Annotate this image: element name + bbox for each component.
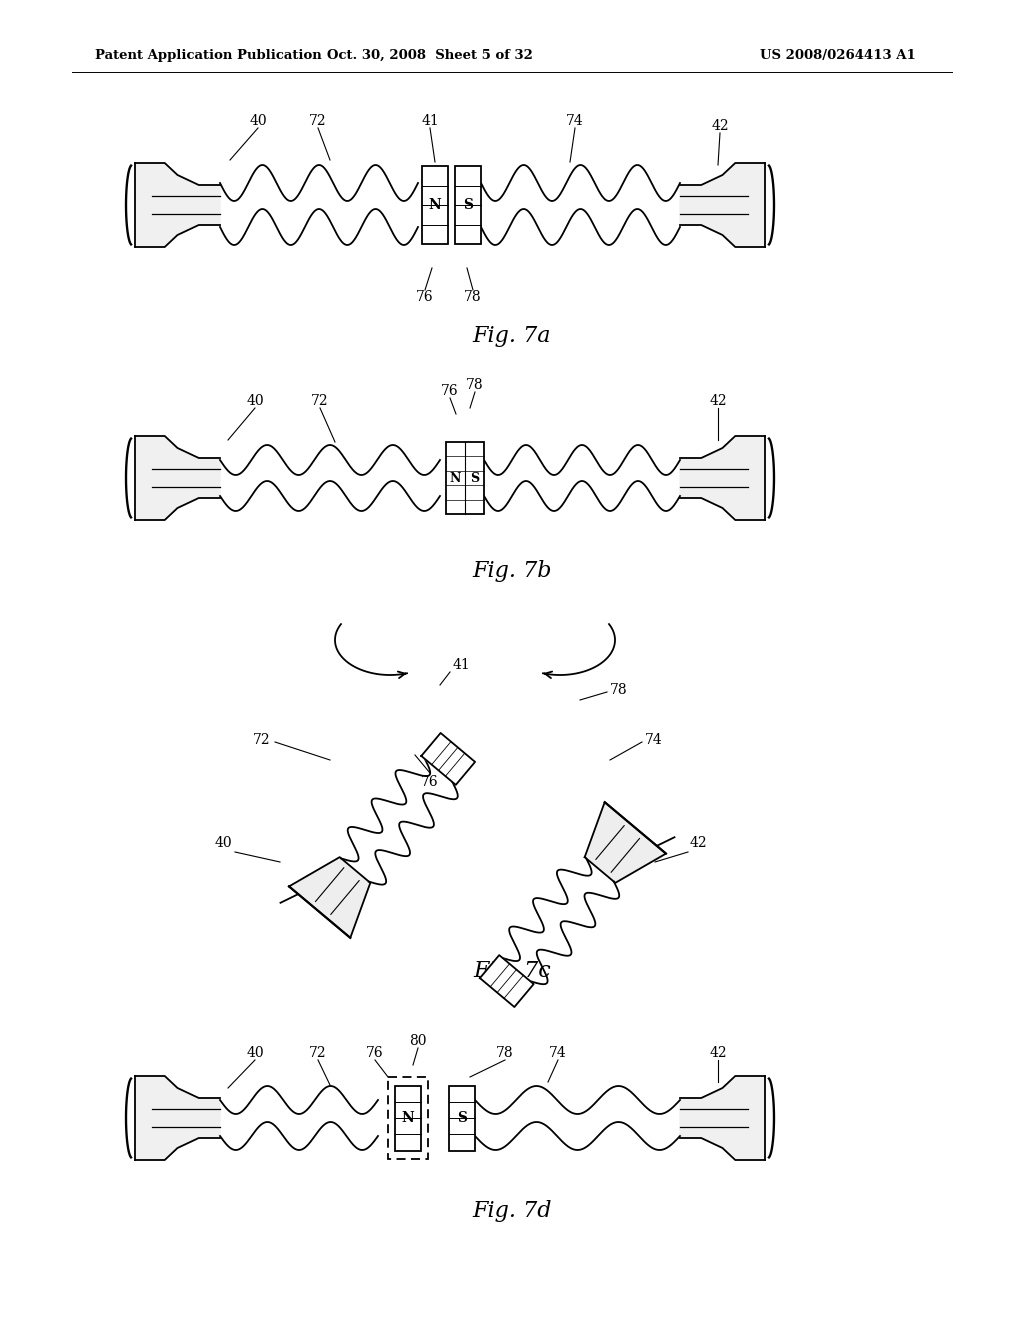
Text: 72: 72 xyxy=(309,1045,327,1060)
Polygon shape xyxy=(135,162,220,247)
Text: Fig. 7b: Fig. 7b xyxy=(472,560,552,582)
Text: Fig. 7a: Fig. 7a xyxy=(473,325,551,347)
Text: N: N xyxy=(450,471,461,484)
Polygon shape xyxy=(421,733,475,785)
Bar xyxy=(446,442,484,513)
Polygon shape xyxy=(680,436,765,520)
Text: 72: 72 xyxy=(252,733,270,747)
Text: 41: 41 xyxy=(453,657,471,672)
Bar xyxy=(449,1085,475,1151)
Text: N: N xyxy=(401,1111,415,1125)
Polygon shape xyxy=(680,162,765,247)
Text: 40: 40 xyxy=(214,836,232,850)
Text: 74: 74 xyxy=(566,114,584,128)
Polygon shape xyxy=(289,857,371,937)
Bar xyxy=(388,1077,428,1159)
Text: 40: 40 xyxy=(246,393,264,408)
Polygon shape xyxy=(480,956,534,1007)
Text: N: N xyxy=(429,198,441,213)
Text: 40: 40 xyxy=(249,114,267,128)
Text: Patent Application Publication: Patent Application Publication xyxy=(95,49,322,62)
Text: 80: 80 xyxy=(410,1034,427,1048)
Text: US 2008/0264413 A1: US 2008/0264413 A1 xyxy=(760,49,915,62)
Text: 76: 76 xyxy=(416,290,434,304)
Text: 40: 40 xyxy=(246,1045,264,1060)
Text: 42: 42 xyxy=(710,1045,727,1060)
Polygon shape xyxy=(135,1076,220,1160)
Text: 76: 76 xyxy=(421,775,439,789)
Bar xyxy=(455,166,481,244)
Text: 76: 76 xyxy=(441,384,459,399)
Polygon shape xyxy=(135,436,220,520)
Text: Fig. 7c: Fig. 7c xyxy=(473,960,551,982)
Text: Fig. 7d: Fig. 7d xyxy=(472,1200,552,1222)
Text: S: S xyxy=(463,198,473,213)
Text: 78: 78 xyxy=(464,290,482,304)
Text: 72: 72 xyxy=(309,114,327,128)
Text: S: S xyxy=(470,471,479,484)
Text: Oct. 30, 2008  Sheet 5 of 32: Oct. 30, 2008 Sheet 5 of 32 xyxy=(327,49,532,62)
Polygon shape xyxy=(680,1076,765,1160)
Text: 74: 74 xyxy=(645,733,663,747)
Text: 41: 41 xyxy=(421,114,439,128)
Text: 42: 42 xyxy=(712,119,729,133)
Polygon shape xyxy=(585,803,666,883)
Text: 72: 72 xyxy=(311,393,329,408)
Text: 78: 78 xyxy=(610,682,628,697)
Text: 76: 76 xyxy=(367,1045,384,1060)
Bar xyxy=(395,1085,421,1151)
Text: S: S xyxy=(457,1111,467,1125)
Text: 42: 42 xyxy=(710,393,727,408)
Text: 42: 42 xyxy=(690,836,708,850)
Text: 78: 78 xyxy=(466,378,483,392)
Text: 74: 74 xyxy=(549,1045,567,1060)
Text: 78: 78 xyxy=(497,1045,514,1060)
Bar xyxy=(422,166,449,244)
